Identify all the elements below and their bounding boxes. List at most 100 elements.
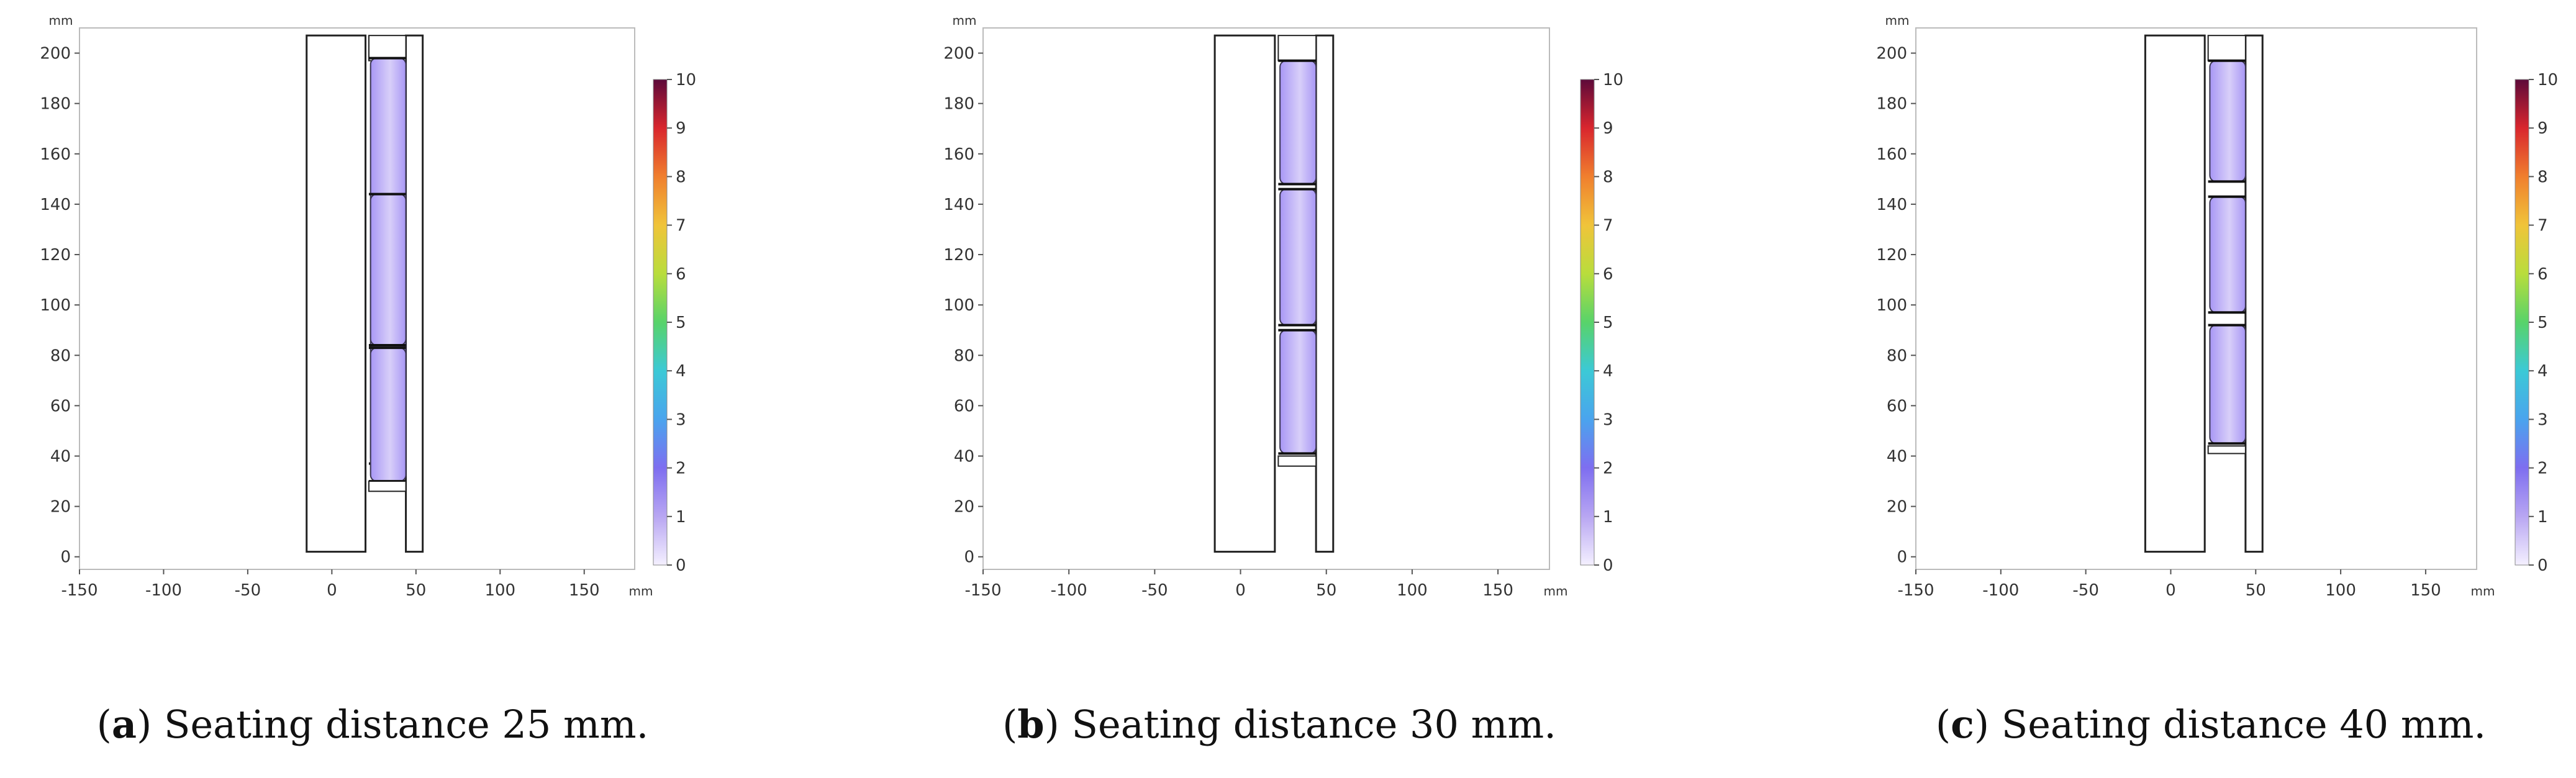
x-tick-label: -50 xyxy=(1141,581,1168,600)
footer-plate xyxy=(368,481,407,492)
caption-b-text: Seating distance 30 mm. xyxy=(1071,702,1556,747)
caption-a: (a) Seating distance 25 mm. xyxy=(96,702,649,747)
thin-plate xyxy=(2244,34,2264,553)
x-tick-label: -150 xyxy=(964,581,1001,600)
y-unit-label: mm xyxy=(1885,13,1910,28)
y-tick-label: 60 xyxy=(954,397,974,415)
colorbar-tick-label: 9 xyxy=(2537,119,2548,138)
y-tick-label: 40 xyxy=(50,447,71,466)
y-tick-label: 120 xyxy=(1876,246,1907,265)
x-tick-label: 50 xyxy=(2246,581,2266,600)
caption-c-text: Seating distance 40 mm. xyxy=(2001,702,2487,747)
y-tick-label: 80 xyxy=(1887,346,1907,365)
field-panel xyxy=(370,193,407,346)
colorbar-tick-label: 2 xyxy=(2537,459,2548,478)
colorbar-tick-label: 4 xyxy=(676,362,686,381)
caption-b-letter: b xyxy=(1017,702,1045,747)
x-unit-label: mm xyxy=(629,584,653,599)
y-tick-label: 160 xyxy=(1876,145,1907,164)
colorbar-tick-label: 9 xyxy=(676,119,686,138)
footer-plate xyxy=(2207,445,2246,455)
x-tick-label: 0 xyxy=(327,581,337,600)
field-panel xyxy=(370,347,407,482)
plot-frame xyxy=(79,27,635,570)
top-connector xyxy=(368,35,407,61)
y-tick-label: 180 xyxy=(943,95,974,114)
colorbar-tick-label: 7 xyxy=(2537,217,2548,235)
x-tick-label: 50 xyxy=(1316,581,1336,600)
colorbar-tick-label: 2 xyxy=(1603,459,1613,478)
colorbar-tick-label: 10 xyxy=(2537,71,2558,89)
y-tick-label: 0 xyxy=(964,548,974,567)
colorbar-tick-label: 1 xyxy=(1603,508,1613,527)
x-tick-label: 100 xyxy=(484,581,515,600)
colorbar xyxy=(1580,79,1595,566)
y-tick-label: 20 xyxy=(1887,498,1907,517)
colorbar-tick-label: 3 xyxy=(1603,410,1613,429)
y-tick-label: 20 xyxy=(954,498,974,517)
top-connector xyxy=(1277,35,1317,61)
caption-b: (b) Seating distance 30 mm. xyxy=(1002,702,1556,747)
colorbar-tick-label: 3 xyxy=(676,410,686,429)
y-tick-label: 0 xyxy=(1897,548,1907,567)
body-block xyxy=(2144,34,2206,553)
colorbar-tick-label: 6 xyxy=(2537,265,2548,284)
field-panel xyxy=(1279,188,1317,326)
colorbar xyxy=(653,79,668,566)
x-tick-label: 150 xyxy=(569,581,600,600)
field-panel xyxy=(1279,329,1317,455)
colorbar-tick-label: 10 xyxy=(1603,71,1623,89)
y-tick-label: 140 xyxy=(40,196,71,214)
y-tick-label: 180 xyxy=(1876,95,1907,114)
y-tick-label: 100 xyxy=(943,296,974,315)
y-tick-label: 160 xyxy=(40,145,71,164)
y-unit-label: mm xyxy=(49,13,73,28)
colorbar-tick-label: 1 xyxy=(2537,508,2548,527)
y-tick-label: 140 xyxy=(1876,196,1907,214)
plot-frame xyxy=(982,27,1550,570)
colorbar-tick-label: 8 xyxy=(676,168,686,186)
colorbar-tick-label: 0 xyxy=(2537,556,2548,575)
y-tick-label: 0 xyxy=(60,548,71,567)
colorbar-tick-label: 6 xyxy=(1603,265,1613,284)
colorbar-tick-label: 0 xyxy=(676,556,686,575)
y-tick-label: 40 xyxy=(954,447,974,466)
y-tick-label: 160 xyxy=(943,145,974,164)
field-panel xyxy=(1279,60,1317,185)
y-tick-label: 200 xyxy=(1876,45,1907,63)
y-tick-label: 80 xyxy=(954,346,974,365)
footer-plate xyxy=(1277,455,1317,467)
x-tick-label: 100 xyxy=(2325,581,2356,600)
x-tick-label: -50 xyxy=(2072,581,2098,600)
y-tick-label: 100 xyxy=(40,296,71,315)
plot-frame xyxy=(1915,27,2477,570)
field-panel xyxy=(2209,324,2246,445)
x-tick-label: 0 xyxy=(2166,581,2176,600)
colorbar xyxy=(2515,79,2529,566)
y-tick-label: 120 xyxy=(40,246,71,265)
y-tick-label: 200 xyxy=(943,45,974,63)
colorbar-tick-label: 10 xyxy=(676,71,696,89)
x-tick-label: 0 xyxy=(1235,581,1246,600)
y-tick-label: 120 xyxy=(943,246,974,265)
body-block xyxy=(1213,34,1276,553)
colorbar-tick-label: 1 xyxy=(676,508,686,527)
field-panel xyxy=(2209,60,2246,183)
y-tick-label: 140 xyxy=(943,196,974,214)
colorbar-tick-label: 7 xyxy=(1603,217,1613,235)
colorbar-tick-label: 7 xyxy=(676,217,686,235)
colorbar-tick-label: 8 xyxy=(1603,168,1613,186)
y-tick-label: 180 xyxy=(40,95,71,114)
colorbar-tick-label: 5 xyxy=(676,314,686,332)
y-tick-label: 80 xyxy=(50,346,71,365)
y-tick-label: 40 xyxy=(1887,447,1907,466)
colorbar-tick-label: 0 xyxy=(1603,556,1613,575)
x-tick-label: -50 xyxy=(235,581,261,600)
y-tick-label: 60 xyxy=(50,397,71,415)
caption-c-letter: c xyxy=(1951,702,1974,747)
top-connector xyxy=(2207,35,2246,61)
